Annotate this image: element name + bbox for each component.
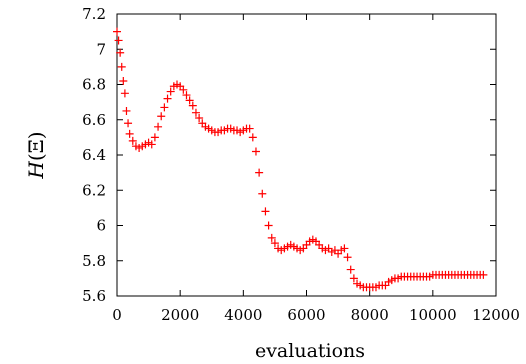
data-point <box>255 168 264 177</box>
data-point <box>248 133 257 142</box>
data-point <box>270 239 279 248</box>
x-tick-label: 0 <box>112 306 122 324</box>
data-point <box>116 48 125 57</box>
y-tick-label: 6.2 <box>82 181 106 199</box>
y-tick-label: 6.4 <box>82 146 106 164</box>
y-axis-label: H(Ξ) <box>24 131 48 179</box>
data-point <box>154 122 163 131</box>
data-point <box>128 136 137 145</box>
data-point <box>117 62 126 71</box>
data-point <box>113 27 121 36</box>
data-point <box>157 112 166 121</box>
y-tick-label: 6 <box>96 217 106 235</box>
data-point <box>191 108 200 117</box>
y-tick-label: 6.6 <box>82 111 106 129</box>
data-point <box>267 233 276 242</box>
data-point <box>166 87 175 96</box>
data-point <box>147 140 156 149</box>
x-tick-label: 10000 <box>409 306 457 324</box>
y-tick-label: 5.8 <box>82 252 106 270</box>
data-point <box>343 253 352 262</box>
data-point <box>346 265 355 274</box>
y-tick-label: 7 <box>96 40 106 58</box>
data-point <box>258 189 267 198</box>
data-point <box>251 147 260 156</box>
data-point <box>185 96 194 105</box>
data-point <box>479 270 488 279</box>
data-point <box>122 106 131 115</box>
data-point <box>124 119 133 128</box>
data-point <box>114 36 123 45</box>
y-tick-label: 5.6 <box>82 287 106 305</box>
x-axis-label: evaluations <box>255 340 365 362</box>
data-point <box>245 124 254 133</box>
data-point <box>182 91 191 100</box>
data-point <box>195 113 204 122</box>
data-point <box>179 85 188 94</box>
data-point <box>150 133 159 142</box>
x-tick-label: 2000 <box>161 306 199 324</box>
data-point <box>125 129 134 138</box>
y-tick-label: 6.8 <box>82 76 106 94</box>
x-tick-label: 8000 <box>351 306 389 324</box>
x-axis-ticks: 0 2000 4000 6000 8000 10000 12000 <box>112 14 520 324</box>
data-point <box>261 207 270 216</box>
y-axis-ticks: 5.6 5.8 6 6.2 6.4 6.6 6.8 7 7.2 <box>82 5 496 305</box>
data-series <box>113 27 488 292</box>
data-point <box>349 274 358 283</box>
data-point <box>160 103 169 112</box>
data-point <box>119 76 128 85</box>
data-point <box>340 244 349 253</box>
data-point <box>163 94 172 103</box>
plot-frame <box>116 13 497 297</box>
data-point <box>120 89 129 98</box>
y-tick-label: 7.2 <box>82 5 106 23</box>
data-point <box>264 221 273 230</box>
data-point <box>188 101 197 110</box>
x-tick-label: 6000 <box>287 306 325 324</box>
x-tick-label: 12000 <box>472 306 520 324</box>
x-tick-label: 4000 <box>224 306 262 324</box>
